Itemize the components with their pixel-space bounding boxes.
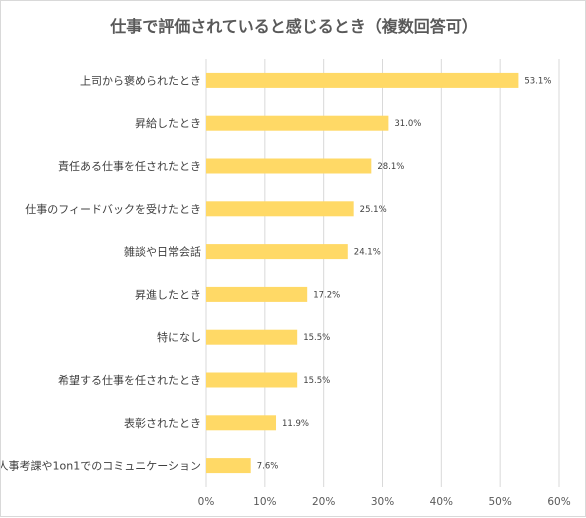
bar: [206, 201, 354, 217]
data-label: 25.1%: [360, 205, 387, 215]
x-tick-label: 40%: [430, 496, 453, 508]
x-tick-label: 60%: [547, 496, 570, 508]
data-label: 53.1%: [524, 76, 551, 86]
data-label: 11.9%: [282, 419, 309, 429]
bar: [206, 329, 298, 345]
data-label: 15.5%: [303, 333, 330, 343]
chart-title: 仕事で評価されていると感じるとき（複数回答可）: [109, 17, 478, 36]
x-tick-label: 20%: [312, 496, 335, 508]
category-label: 雑談や日常会話: [124, 245, 201, 259]
bar: [206, 115, 389, 131]
category-label: 希望する仕事を任されたとき: [58, 373, 201, 387]
data-label: 7.6%: [257, 462, 279, 472]
data-label: 31.0%: [394, 119, 421, 129]
x-tick-label: 50%: [488, 496, 511, 508]
bar: [206, 286, 308, 302]
x-tick-label: 10%: [253, 496, 276, 508]
category-label: 上司から褒められたとき: [80, 73, 201, 87]
category-labels: 上司から褒められたとき昇給したとき責任ある仕事を任されたとき仕事のフィードバック…: [1, 73, 201, 472]
bars: [206, 72, 519, 474]
bar: [206, 415, 277, 431]
data-labels: 53.1% 31.0% 28.1% 25.1% 24.1% 17.2% 15.5% 15.5%…: [257, 76, 552, 471]
category-label: 特になし: [157, 330, 201, 344]
data-label: 17.2%: [313, 290, 340, 300]
bar: [206, 158, 372, 174]
bar: [206, 372, 298, 388]
data-label: 24.1%: [354, 248, 381, 258]
bar: [206, 458, 251, 474]
bar: [206, 72, 519, 88]
category-label: 責任ある仕事を任されたとき: [58, 159, 201, 173]
x-axis-ticks: 0% 10% 20% 30% 40% 50% 60%: [198, 496, 571, 508]
data-label: 28.1%: [377, 162, 404, 172]
category-label: 昇進したとき: [135, 288, 201, 301]
category-label: 人事考課や1on1でのコミュニケーション: [1, 459, 201, 473]
data-label: 15.5%: [303, 376, 330, 386]
bar: [206, 244, 348, 260]
category-label: 昇給したとき: [135, 116, 201, 130]
category-label: 仕事のフィードバックを受けたとき: [25, 203, 201, 216]
category-label: 表彰されたとき: [124, 416, 201, 430]
x-tick-label: 30%: [371, 496, 394, 508]
x-tick-label: 0%: [198, 496, 215, 508]
